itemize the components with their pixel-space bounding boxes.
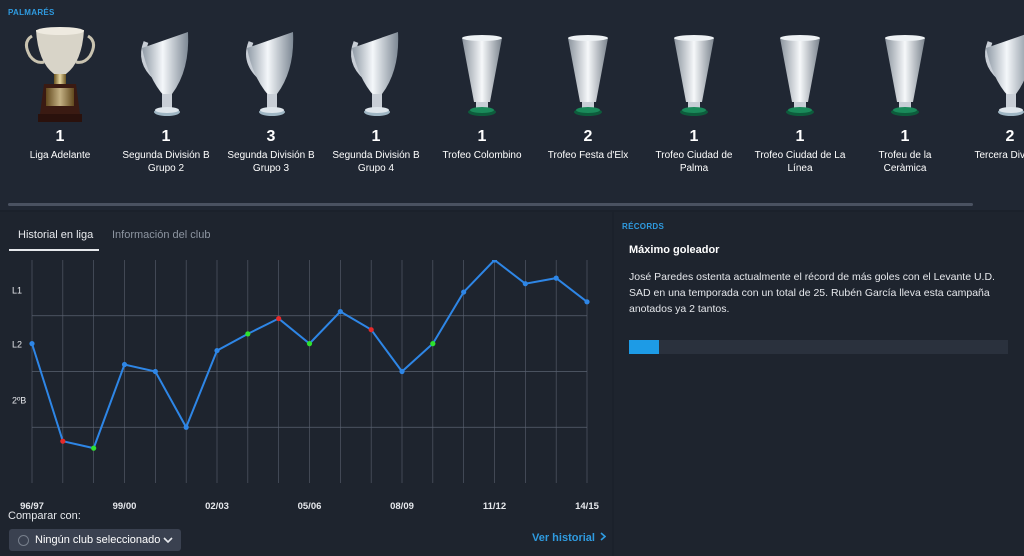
data-point: [337, 308, 343, 315]
trophy-count: 1: [161, 128, 171, 145]
trophy-item[interactable]: 1 Liga Adelante: [8, 22, 112, 162]
y-tick-label: L2: [12, 340, 22, 350]
trophy-count: 1: [55, 128, 65, 145]
x-tick-label: 02/03: [205, 501, 229, 510]
record-progress-bar: [629, 340, 1008, 354]
trophy-item[interactable]: 2 Trofeo Festa d'Elx: [536, 22, 640, 162]
data-point: [214, 347, 220, 354]
data-point: [121, 361, 128, 368]
trophy-icon: [430, 22, 534, 126]
chevron-right-icon: [600, 532, 607, 541]
trophy-name: Tercera Divisi III: [974, 150, 1024, 161]
x-tick-label: 14/15: [575, 501, 599, 510]
trophy-icon: [748, 22, 852, 126]
trophy-icon: [642, 22, 746, 126]
data-point: [306, 341, 313, 347]
trophy-icon: [324, 22, 428, 126]
trophy-count: 2: [583, 128, 593, 145]
trophy-item[interactable]: 3 Segunda División B Grupo 3: [219, 22, 323, 175]
trophy-icon: [958, 22, 1024, 126]
horizontal-scrollbar[interactable]: [8, 203, 973, 206]
compare-label: Comparar con:: [8, 510, 81, 522]
trophy-name: Trofeo Colombino: [442, 150, 522, 161]
data-point: [461, 289, 467, 295]
trophy-item[interactable]: 2 Tercera Divisi III: [958, 22, 1024, 162]
data-point: [553, 275, 559, 281]
trophy-item[interactable]: 1 Trofeo Colombino: [430, 22, 534, 162]
data-point: [60, 438, 66, 444]
trophy-icon: [853, 22, 957, 126]
ver-historial-link[interactable]: Ver historial: [532, 532, 607, 544]
data-point: [522, 281, 528, 287]
compare-club-select[interactable]: Ningún club seleccionado: [9, 529, 181, 551]
x-tick-label: 08/09: [390, 501, 414, 510]
club-placeholder-icon: [18, 534, 29, 546]
trophy-count: 2: [1005, 128, 1015, 145]
trophy-name: Segunda División B Grupo 3: [227, 150, 315, 174]
data-point: [430, 341, 436, 347]
records-subtitle: Máximo goleador: [629, 244, 720, 256]
trophy-name: Segunda División B Grupo 2: [122, 150, 210, 174]
x-tick-label: 96/97: [20, 501, 44, 510]
data-point: [29, 341, 35, 347]
records-text: José Paredes ostenta actualmente el réco…: [629, 271, 995, 315]
trophy-item[interactable]: 1 Segunda División B Grupo 2: [114, 22, 218, 175]
trophy-count: 1: [900, 128, 910, 145]
trophy-count: 1: [371, 128, 381, 145]
trophy-count: 1: [795, 128, 805, 145]
trophy-icon: [8, 22, 112, 126]
compare-selected-value: Ningún club seleccionado: [35, 534, 161, 546]
data-point: [368, 327, 374, 333]
palmares-panel: PALMARÉS 1 Liga Adelante 1 Segunda División…: [0, 0, 1024, 210]
trophy-name: Liga Adelante: [29, 150, 91, 161]
data-point: [183, 424, 189, 430]
trophy-item[interactable]: 1 Trofeu de la Ceràmica: [853, 22, 957, 175]
palmares-title: PALMARÉS: [8, 8, 55, 17]
records-title: RÉCORDS: [622, 222, 665, 231]
trophy-name: Segunda División B Grupo 4: [332, 150, 420, 174]
data-point: [276, 315, 282, 322]
trophy-count: 3: [266, 128, 276, 145]
tab-informacion-del-club[interactable]: Información del club: [112, 229, 211, 241]
data-point: [584, 299, 590, 305]
trophy-name: Trofeo Festa d'Elx: [547, 150, 629, 161]
trophy-icon: [536, 22, 640, 126]
y-tick-label: L1: [12, 285, 22, 295]
data-point: [245, 331, 251, 337]
x-tick-label: 05/06: [298, 501, 322, 510]
trophy-item[interactable]: 1 Trofeo Ciudad de Palma: [642, 22, 746, 175]
trophy-name: Trofeu de la Ceràmica: [878, 150, 932, 174]
trophy-count: 1: [689, 128, 699, 145]
trophy-icon: [114, 22, 218, 126]
trophy-name: Trofeo Ciudad de Palma: [655, 150, 733, 174]
active-tab-indicator: [9, 249, 99, 251]
data-point: [91, 445, 97, 451]
league-history-panel: Historial en liga Información del club L…: [0, 212, 612, 556]
ver-historial-label: Ver historial: [532, 532, 595, 544]
data-point: [399, 368, 405, 375]
trophy-item[interactable]: 1 Trofeo Ciudad de La Línea: [748, 22, 852, 175]
trophy-name: Trofeo Ciudad de La Línea: [754, 150, 846, 174]
league-history-chart: L1 L2 2ºB 96/97 99/00 02/03 05/06 08/09 11/12 14/…: [0, 257, 612, 512]
x-tick-label: 11/12: [483, 501, 506, 510]
trophy-count: 1: [477, 128, 487, 145]
x-tick-label: 99/00: [113, 501, 137, 510]
league-history-svg: L1 L2 2ºB 96/97 99/00 02/03 05/06 08/09 11/12 14/…: [12, 257, 600, 512]
chevron-down-icon: [163, 537, 173, 543]
record-progress-fill: [629, 340, 660, 354]
trophy-icon: [219, 22, 323, 126]
records-panel: RÉCORDS Máximo goleador José Paredes ost…: [614, 212, 1024, 556]
y-tick-label: 2ºB: [12, 395, 26, 405]
trophy-item[interactable]: 1 Segunda División B Grupo 4: [324, 22, 428, 175]
tab-historial-en-liga[interactable]: Historial en liga: [18, 229, 94, 241]
data-point: [152, 368, 158, 375]
